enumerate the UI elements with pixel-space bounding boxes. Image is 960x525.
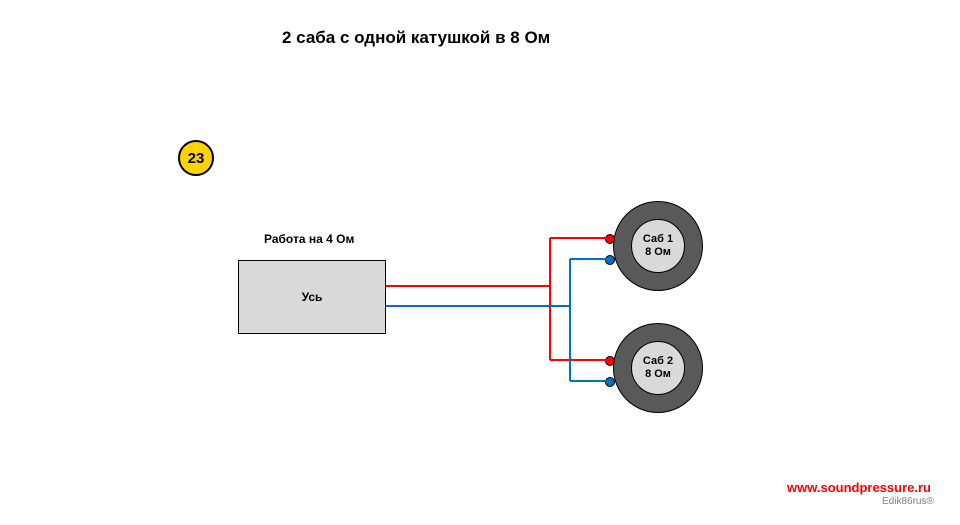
speaker-2-impedance: 8 Ом [645, 368, 671, 381]
amplifier-label: Усь [302, 290, 323, 304]
speaker-2: Саб 2 8 Ом [613, 323, 703, 413]
speaker-2-name: Саб 2 [643, 355, 673, 368]
speaker-1-impedance: 8 Ом [645, 246, 671, 259]
speaker-1-terminal-neg [605, 255, 615, 265]
diagram-number-badge: 23 [178, 140, 214, 176]
speaker-1-name: Саб 1 [643, 233, 673, 246]
amplifier-box: Усь [238, 260, 386, 334]
diagram-title: 2 саба с одной катушкой в 8 Ом [282, 28, 550, 48]
speaker-2-terminal-pos [605, 356, 615, 366]
wiring-diagram [0, 0, 960, 525]
speaker-1-terminal-pos [605, 234, 615, 244]
speaker-1: Саб 1 8 Ом [613, 201, 703, 291]
footer-author: Edik86rus® [882, 496, 934, 507]
amp-mode-label: Работа на 4 Ом [264, 232, 354, 246]
footer-url: www.soundpressure.ru [787, 480, 931, 495]
speaker-2-terminal-neg [605, 377, 615, 387]
speaker-1-cone: Саб 1 8 Ом [631, 219, 685, 273]
badge-number: 23 [188, 150, 205, 167]
speaker-2-cone: Саб 2 8 Ом [631, 341, 685, 395]
